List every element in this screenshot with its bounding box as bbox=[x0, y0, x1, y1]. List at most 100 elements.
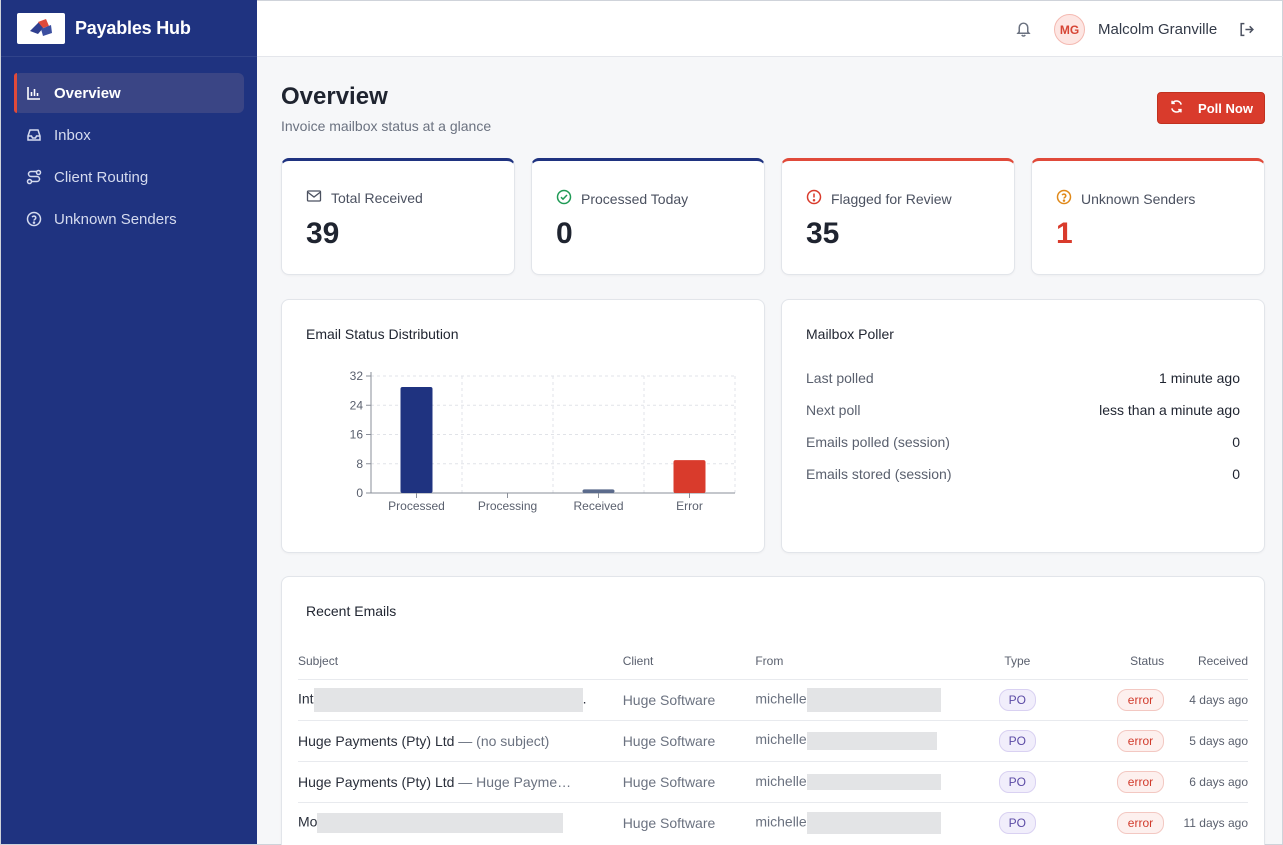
email-client: Huge Software bbox=[622, 678, 756, 720]
app-logo bbox=[17, 12, 65, 44]
table-row[interactable]: Huge Payments (Pty) Ltd — (no subject) H… bbox=[298, 719, 1248, 761]
table-header: Subject Client From Type Status Received bbox=[298, 644, 1248, 679]
type-badge: PO bbox=[998, 729, 1037, 752]
redacted-block bbox=[806, 774, 941, 791]
email-received: 5 days ago bbox=[1164, 719, 1248, 761]
column-subject[interactable]: Subject bbox=[298, 654, 339, 669]
mailbox-poller-card: Mailbox Poller Last polled 1 minute ago … bbox=[781, 299, 1265, 553]
recent-emails-table: Subject Client From Type Status Received… bbox=[298, 644, 1248, 843]
sidebar-item-label: Unknown Senders bbox=[54, 210, 177, 228]
email-from: michelle bbox=[755, 719, 976, 761]
status-badge: error bbox=[1116, 770, 1165, 793]
help-circle-icon bbox=[1056, 189, 1072, 208]
table-row[interactable]: Mo Huge Software michelle PO error 11 da… bbox=[298, 801, 1248, 843]
type-badge: PO bbox=[998, 811, 1037, 834]
alert-circle-icon bbox=[806, 189, 822, 208]
page-title: Overview bbox=[281, 83, 388, 110]
recent-emails-title: Recent Emails bbox=[306, 603, 397, 619]
table-row[interactable]: Huge Payments (Pty) Ltd — Huge Payme… Hu… bbox=[298, 760, 1248, 802]
email-client: Huge Software bbox=[622, 719, 756, 761]
email-received: 4 days ago bbox=[1164, 678, 1248, 720]
email-received: 6 days ago bbox=[1164, 760, 1248, 802]
stat-value: 39 bbox=[306, 217, 340, 250]
email-subject[interactable]: Int. bbox=[298, 678, 623, 720]
sidebar-item-label: Overview bbox=[54, 84, 121, 102]
help-circle-icon bbox=[25, 211, 42, 228]
poll-now-label: Poll Now bbox=[1198, 100, 1253, 116]
y-tick-label: 32 bbox=[350, 369, 364, 383]
sidebar: Payables Hub Overview Inbox Client Routi… bbox=[0, 0, 257, 845]
email-subject[interactable]: Mo bbox=[298, 801, 623, 843]
type-badge: PO bbox=[998, 770, 1037, 793]
redacted-block bbox=[806, 687, 941, 712]
column-client[interactable]: Client bbox=[622, 654, 654, 669]
poller-row-last-polled: Last polled 1 minute ago bbox=[806, 370, 1240, 386]
type-badge: PO bbox=[998, 688, 1037, 711]
column-received[interactable]: Received bbox=[1197, 654, 1248, 669]
stat-label: Processed Today bbox=[581, 190, 689, 207]
column-type[interactable]: Type bbox=[1004, 654, 1031, 669]
email-from: michelle bbox=[755, 760, 976, 802]
status-badge: error bbox=[1116, 688, 1165, 711]
bell-icon[interactable] bbox=[1015, 20, 1033, 38]
y-tick-label: 24 bbox=[350, 398, 364, 412]
stat-value: 1 bbox=[1056, 217, 1073, 250]
x-tick-label: Processing bbox=[478, 499, 537, 513]
email-client: Huge Software bbox=[622, 801, 756, 843]
status-badge: error bbox=[1116, 811, 1165, 834]
stat-card-processed-today: Processed Today 0 bbox=[531, 158, 765, 275]
main-content: Overview Invoice mailbox status at a gla… bbox=[257, 57, 1283, 845]
top-bar: MG Malcolm Granville bbox=[257, 0, 1283, 57]
recent-emails-card: Recent Emails Subject Client From Type S… bbox=[281, 576, 1265, 845]
redacted-block bbox=[806, 731, 937, 750]
sidebar-item-client-routing[interactable]: Client Routing bbox=[14, 157, 244, 197]
sidebar-item-unknown-senders[interactable]: Unknown Senders bbox=[14, 199, 244, 239]
mail-icon bbox=[306, 189, 322, 206]
bar-error bbox=[673, 460, 706, 493]
y-tick-label: 8 bbox=[356, 457, 363, 471]
check-circle-icon bbox=[556, 189, 572, 208]
column-from[interactable]: From bbox=[755, 654, 784, 669]
x-tick-label: Error bbox=[676, 499, 703, 513]
stat-label: Total Received bbox=[331, 189, 423, 206]
refresh-icon bbox=[1169, 99, 1184, 117]
brand[interactable]: Payables Hub bbox=[1, 0, 257, 57]
email-received: 11 days ago bbox=[1164, 801, 1248, 843]
sidebar-item-label: Inbox bbox=[54, 126, 91, 144]
poller-row-emails-polled: Emails polled (session) 0 bbox=[806, 434, 1240, 450]
email-from: michelle bbox=[755, 801, 976, 843]
inbox-icon bbox=[25, 127, 42, 144]
table-row[interactable]: Int. Huge Software michelle PO error 4 d… bbox=[298, 678, 1248, 720]
redacted-block bbox=[317, 812, 564, 833]
bar-processed bbox=[400, 386, 433, 493]
poll-now-button[interactable]: Poll Now bbox=[1157, 92, 1265, 124]
sidebar-item-overview[interactable]: Overview bbox=[14, 73, 244, 113]
stat-label: Flagged for Review bbox=[831, 190, 952, 207]
page-subtitle: Invoice mailbox status at a glance bbox=[281, 118, 492, 134]
bar-chart-icon bbox=[25, 85, 42, 102]
app-name: Payables Hub bbox=[75, 17, 191, 38]
chart-title: Email Status Distribution bbox=[306, 326, 459, 342]
y-tick-label: 16 bbox=[350, 428, 364, 442]
bar-received bbox=[582, 489, 615, 493]
redacted-block bbox=[313, 687, 583, 712]
stat-card-total-received: Total Received 39 bbox=[281, 158, 515, 275]
redacted-block bbox=[806, 811, 941, 834]
user-name[interactable]: Malcolm Granville bbox=[1098, 21, 1218, 38]
column-status[interactable]: Status bbox=[1130, 654, 1165, 669]
x-tick-label: Processed bbox=[388, 499, 445, 513]
logout-icon[interactable] bbox=[1238, 21, 1255, 38]
avatar[interactable]: MG bbox=[1054, 14, 1085, 45]
sidebar-nav: Overview Inbox Client Routing Unknown Se… bbox=[1, 57, 257, 239]
poller-title: Mailbox Poller bbox=[806, 326, 894, 342]
stat-value: 0 bbox=[556, 217, 573, 250]
email-subject[interactable]: Huge Payments (Pty) Ltd — (no subject) bbox=[298, 719, 623, 761]
email-subject[interactable]: Huge Payments (Pty) Ltd — Huge Payme… bbox=[298, 760, 623, 802]
poller-row-next-poll: Next poll less than a minute ago bbox=[806, 402, 1240, 418]
email-from: michelle bbox=[755, 678, 976, 720]
sidebar-item-label: Client Routing bbox=[54, 168, 149, 186]
route-icon bbox=[25, 169, 42, 186]
x-tick-label: Received bbox=[573, 499, 623, 513]
stat-label: Unknown Senders bbox=[1081, 190, 1196, 207]
sidebar-item-inbox[interactable]: Inbox bbox=[14, 115, 244, 155]
